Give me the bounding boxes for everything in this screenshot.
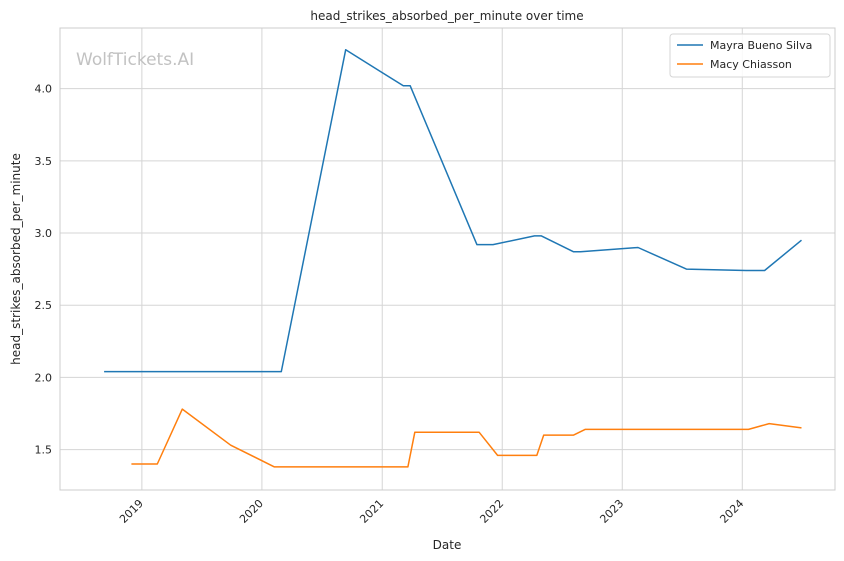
chart-title: head_strikes_absorbed_per_minute over ti… <box>310 9 583 23</box>
grid <box>60 28 835 490</box>
series-line-macy-chiasson <box>131 408 802 468</box>
legend-label-mayra-bueno-silva: Mayra Bueno Silva <box>710 39 812 52</box>
y-tick-label-1.5: 1.5 <box>35 444 53 457</box>
series-lines <box>104 48 802 468</box>
y-tick-label-4.0: 4.0 <box>35 83 53 96</box>
plot-area <box>60 28 835 490</box>
x-axis-label: Date <box>433 538 462 552</box>
y-tick-label-3.5: 3.5 <box>35 155 53 168</box>
series-line-mayra-bueno-silva <box>104 48 802 373</box>
legend-box <box>669 33 831 78</box>
plot-frame <box>59 27 836 491</box>
y-axis-ticks: 1.5 2.0 2.5 3.0 3.5 4.0 <box>35 83 53 457</box>
y-axis-label: head_strikes_absorbed_per_minute <box>9 153 23 365</box>
y-tick-label-2.5: 2.5 <box>35 299 53 312</box>
legend: Mayra Bueno Silva Macy Chiasson <box>669 33 831 78</box>
y-tick-label-2.0: 2.0 <box>35 371 53 384</box>
y-tick-label-3.0: 3.0 <box>35 227 53 240</box>
watermark: WolfTickets.AI <box>76 50 194 70</box>
legend-label-macy-chiasson: Macy Chiasson <box>710 58 792 71</box>
